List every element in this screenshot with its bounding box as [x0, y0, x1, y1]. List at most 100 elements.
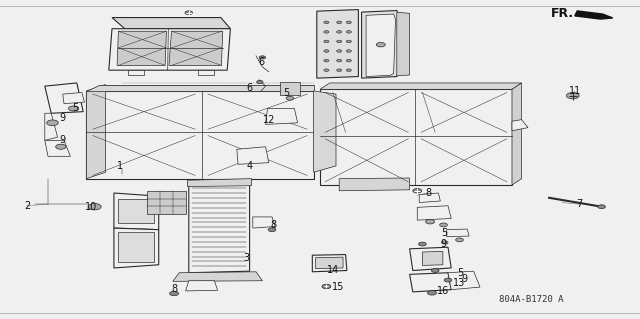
Circle shape — [346, 21, 351, 24]
Polygon shape — [114, 193, 159, 230]
Text: 1: 1 — [117, 161, 124, 171]
Polygon shape — [512, 83, 522, 185]
Circle shape — [324, 50, 329, 52]
Text: 7: 7 — [576, 199, 582, 209]
Circle shape — [324, 40, 329, 43]
Polygon shape — [86, 85, 314, 91]
Polygon shape — [339, 178, 410, 191]
Circle shape — [376, 42, 385, 47]
Polygon shape — [114, 228, 159, 268]
Polygon shape — [45, 83, 83, 113]
Polygon shape — [362, 11, 400, 78]
Circle shape — [259, 56, 266, 59]
Polygon shape — [447, 229, 469, 237]
Polygon shape — [366, 14, 396, 77]
Circle shape — [444, 278, 452, 282]
Polygon shape — [169, 31, 223, 65]
Circle shape — [88, 204, 101, 210]
Circle shape — [337, 21, 342, 24]
Text: 12: 12 — [262, 115, 275, 125]
Circle shape — [598, 205, 605, 209]
Polygon shape — [280, 82, 300, 95]
Circle shape — [346, 59, 351, 62]
Text: 9: 9 — [60, 135, 66, 145]
Text: 4: 4 — [246, 161, 253, 171]
Text: 13: 13 — [453, 278, 466, 288]
Text: 15: 15 — [332, 282, 344, 292]
Text: 9: 9 — [60, 113, 66, 123]
Polygon shape — [109, 29, 230, 70]
Circle shape — [431, 269, 439, 272]
Text: 6: 6 — [258, 57, 264, 67]
Polygon shape — [422, 251, 443, 265]
Circle shape — [47, 120, 58, 126]
Circle shape — [324, 31, 329, 33]
Polygon shape — [419, 193, 440, 203]
Polygon shape — [188, 179, 252, 187]
Circle shape — [56, 144, 66, 149]
Text: 5: 5 — [458, 268, 464, 278]
Polygon shape — [417, 206, 451, 220]
Polygon shape — [253, 217, 275, 228]
Circle shape — [337, 69, 342, 71]
Bar — [118, 199, 154, 223]
Polygon shape — [86, 91, 314, 179]
Circle shape — [257, 80, 263, 84]
Circle shape — [170, 291, 179, 296]
Circle shape — [419, 242, 426, 246]
Circle shape — [337, 50, 342, 52]
Text: 5: 5 — [72, 103, 79, 114]
Circle shape — [346, 31, 351, 33]
Polygon shape — [189, 182, 250, 273]
Text: 11: 11 — [568, 86, 581, 96]
Polygon shape — [112, 18, 230, 29]
Circle shape — [442, 241, 448, 244]
Circle shape — [428, 291, 436, 295]
Polygon shape — [320, 83, 522, 89]
Polygon shape — [397, 12, 410, 76]
Circle shape — [286, 96, 294, 100]
Circle shape — [337, 59, 342, 62]
Polygon shape — [45, 140, 70, 156]
Text: 10: 10 — [85, 202, 98, 212]
Polygon shape — [512, 120, 528, 131]
Text: 6: 6 — [246, 83, 253, 93]
Circle shape — [324, 21, 329, 24]
Text: FR.: FR. — [550, 7, 573, 20]
Text: 5: 5 — [284, 87, 290, 98]
Circle shape — [324, 69, 329, 71]
FancyArrow shape — [575, 11, 612, 19]
Text: 9: 9 — [461, 274, 467, 284]
Text: 8: 8 — [426, 188, 432, 198]
Polygon shape — [266, 108, 298, 124]
Circle shape — [185, 11, 193, 15]
Text: 804A-B1720 A: 804A-B1720 A — [499, 295, 564, 304]
Text: 9: 9 — [440, 239, 447, 249]
Circle shape — [346, 40, 351, 43]
Circle shape — [268, 228, 276, 232]
Text: 16: 16 — [436, 286, 449, 296]
Polygon shape — [317, 10, 358, 78]
Circle shape — [337, 31, 342, 33]
Polygon shape — [147, 191, 186, 214]
Text: 8: 8 — [271, 220, 277, 230]
Polygon shape — [86, 85, 106, 179]
Polygon shape — [314, 91, 336, 172]
Polygon shape — [237, 147, 269, 164]
Polygon shape — [45, 113, 58, 140]
Polygon shape — [198, 70, 214, 75]
Polygon shape — [410, 273, 451, 292]
Circle shape — [566, 93, 579, 99]
Bar — [118, 232, 154, 262]
Polygon shape — [173, 272, 262, 281]
Polygon shape — [128, 70, 144, 75]
Circle shape — [413, 189, 422, 193]
Circle shape — [68, 106, 79, 111]
Polygon shape — [117, 31, 166, 65]
Polygon shape — [320, 89, 512, 185]
Polygon shape — [316, 257, 343, 269]
Polygon shape — [186, 281, 218, 291]
Polygon shape — [63, 93, 84, 104]
Circle shape — [337, 40, 342, 43]
Circle shape — [324, 59, 329, 62]
